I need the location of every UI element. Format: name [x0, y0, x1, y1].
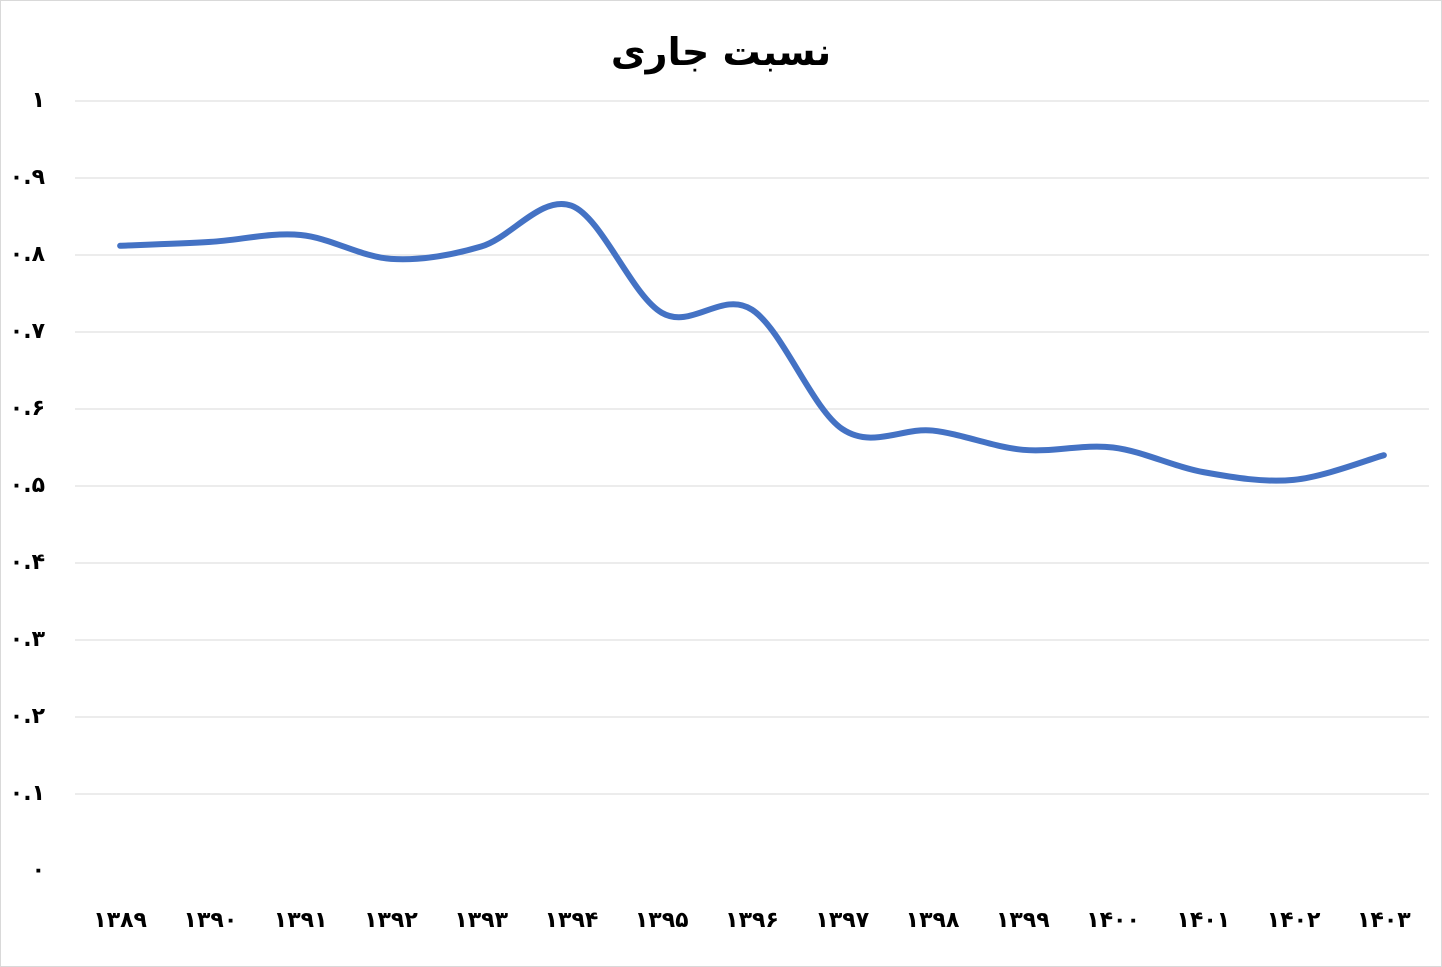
data-point	[1020, 447, 1026, 453]
y-axis-tick-labels: ۰ ۰.۱ ۰.۲ ۰.۳ ۰.۴ ۰.۵ ۰.۶ ۰.۷ ۰.۸ ۰.۹ ۱	[10, 88, 46, 883]
x-tick-label: ۱۳۹۰	[184, 908, 238, 933]
x-tick-label: ۱۳۸۹	[93, 908, 147, 933]
x-tick-label: ۱۳۹۵	[635, 908, 689, 933]
data-point	[749, 307, 755, 313]
data-point	[1110, 445, 1116, 451]
y-tick-label: ۰.۱	[10, 781, 45, 806]
x-tick-label: ۱۳۹۹	[996, 908, 1050, 933]
data-point	[568, 203, 574, 209]
data-point	[1381, 452, 1387, 458]
y-tick-label: ۱	[32, 88, 45, 113]
data-point	[839, 426, 845, 432]
y-tick-label: ۰.۷	[10, 319, 46, 344]
data-point	[207, 239, 213, 245]
gridlines	[75, 100, 1429, 795]
x-tick-label: ۱۴۰۲	[1267, 908, 1321, 933]
x-tick-label: ۱۳۹۸	[906, 908, 960, 933]
y-tick-label: ۰.۲	[10, 704, 46, 729]
x-tick-label: ۱۴۰۱	[1176, 908, 1230, 933]
x-tick-label: ۱۳۹۶	[725, 908, 779, 933]
x-tick-label: ۱۴۰۰	[1086, 908, 1140, 933]
series-line	[117, 200, 1387, 484]
chart-title: نسبت جاری	[611, 30, 831, 74]
x-tick-label: ۱۳۹۳	[454, 908, 508, 933]
y-tick-label: ۰.۵	[10, 473, 45, 498]
data-point	[298, 232, 304, 238]
data-point	[659, 310, 665, 316]
data-point	[117, 243, 123, 249]
y-tick-label: ۰.۹	[10, 165, 45, 190]
x-axis-tick-labels: ۱۳۸۹ ۱۳۹۰ ۱۳۹۱ ۱۳۹۲ ۱۳۹۳ ۱۳۹۴ ۱۳۹۵ ۱۳۹۶ ۱۳۹۷ ۱۳۹۸…	[93, 908, 1411, 933]
x-tick-label: ۱۳۹۲	[364, 908, 418, 933]
y-tick-label: ۰.۴	[10, 550, 45, 575]
y-tick-label: ۰.۳	[10, 627, 46, 652]
y-tick-label: ۰	[32, 858, 45, 883]
x-tick-label: ۱۳۹۱	[274, 908, 328, 933]
data-point	[478, 244, 484, 250]
data-point	[930, 428, 936, 434]
data-point	[1291, 477, 1297, 483]
x-tick-label: ۱۳۹۴	[545, 908, 599, 933]
y-tick-label: ۰.۸	[10, 242, 46, 267]
x-tick-label: ۱۳۹۷	[815, 908, 869, 933]
data-point	[1200, 469, 1206, 475]
x-tick-label: ۱۴۰۳	[1357, 908, 1411, 933]
y-tick-label: ۰.۶	[10, 396, 45, 421]
series-group	[117, 200, 1387, 484]
data-point	[388, 256, 394, 262]
